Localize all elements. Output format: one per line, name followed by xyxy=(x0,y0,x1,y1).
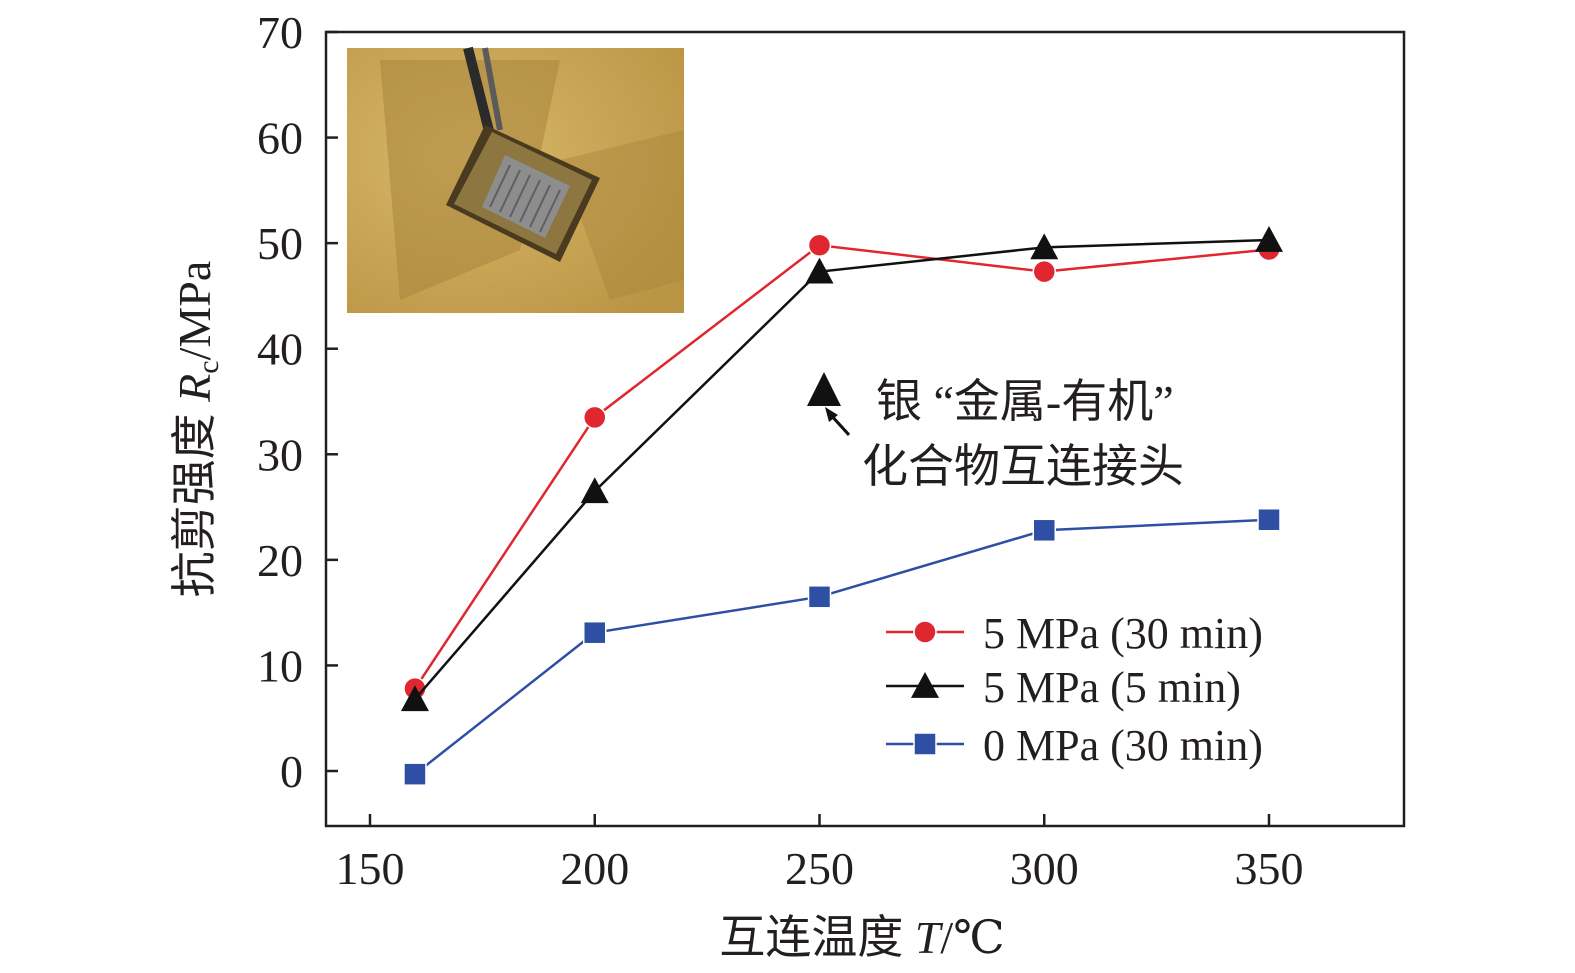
y-tick-label: 30 xyxy=(257,429,303,480)
legend-marker-1 xyxy=(911,672,939,698)
series-2-point xyxy=(807,585,832,609)
series-layer xyxy=(400,225,1283,786)
series-1-point xyxy=(1030,233,1059,260)
series-1-point xyxy=(1255,225,1283,252)
x-tick-label: 200 xyxy=(560,843,629,894)
annotation-arrow-head xyxy=(824,406,838,422)
y-tick-label: 10 xyxy=(257,640,303,691)
y-axis-title: 抗剪强度 Rc/MPa xyxy=(169,261,225,598)
series-2-point xyxy=(1032,518,1056,543)
plot-frame xyxy=(324,30,1406,828)
series-1-point xyxy=(580,477,609,504)
legend-label: 5 MPa (30 min) xyxy=(983,609,1263,658)
series-2-point xyxy=(403,762,427,786)
y-axis-ticks: 0 10 20 30 40 50 60 70 xyxy=(257,7,338,797)
series-1-point xyxy=(805,257,834,284)
annotation: 银 “金属-有机” 化合物互连接头 xyxy=(806,371,1184,492)
legend-marker-0 xyxy=(913,620,937,644)
y-tick-label: 20 xyxy=(257,535,303,586)
series-0-point xyxy=(807,233,832,258)
y-tick-label: 70 xyxy=(257,7,303,58)
y-tick-label: 50 xyxy=(257,218,303,269)
x-tick-label: 250 xyxy=(785,843,854,894)
legend-label: 5 MPa (5 min) xyxy=(983,663,1241,712)
y-tick-label: 40 xyxy=(257,324,303,375)
legend-label: 0 MPa (30 min) xyxy=(983,721,1263,770)
legend: 5 MPa (30 min) 5 MPa (5 min) 0 MPa (30 min… xyxy=(886,609,1263,770)
x-tick-label: 150 xyxy=(336,843,405,894)
x-axis-ticks: 150 200 250 300 350 xyxy=(336,814,1304,894)
inset-photo xyxy=(347,46,684,313)
y-tick-label: 0 xyxy=(280,746,303,797)
series-0-point xyxy=(583,405,607,430)
x-tick-label: 300 xyxy=(1010,843,1079,894)
series-2-point xyxy=(583,620,607,645)
annotation-line1: 银 “金属-有机” xyxy=(876,376,1174,427)
series-2-point xyxy=(1257,507,1281,532)
series-1-point xyxy=(400,685,429,712)
annotation-line2: 化合物互连接头 xyxy=(862,441,1184,492)
x-tick-label: 350 xyxy=(1235,843,1304,894)
legend-marker-2 xyxy=(913,732,937,756)
series-0-point xyxy=(1032,259,1056,284)
y-tick-label: 60 xyxy=(257,113,303,164)
annotation-marker xyxy=(806,371,841,406)
x-axis-title: 互连温度 T/℃ xyxy=(719,912,1004,963)
